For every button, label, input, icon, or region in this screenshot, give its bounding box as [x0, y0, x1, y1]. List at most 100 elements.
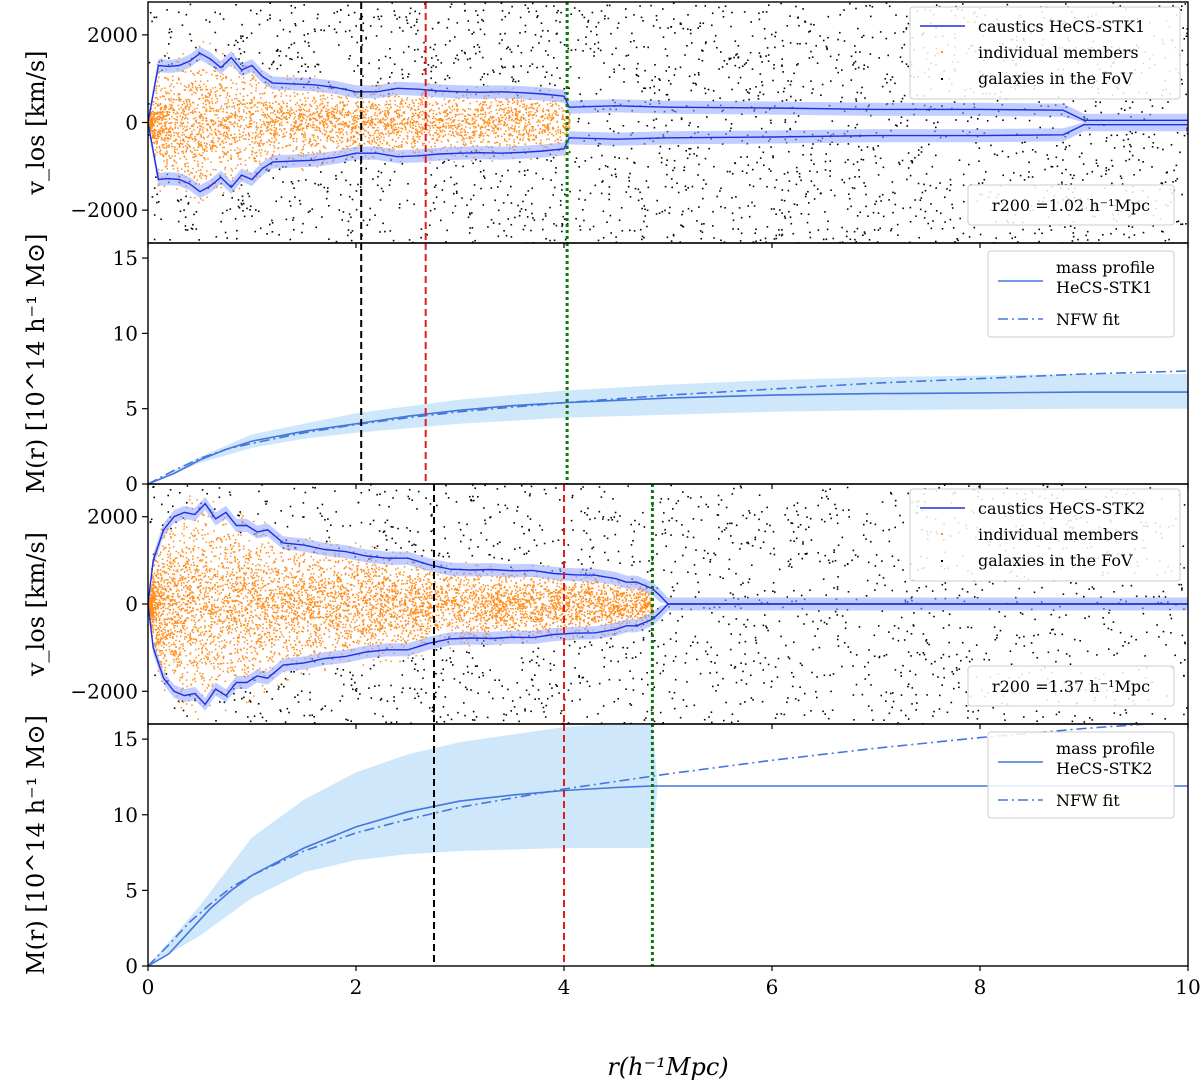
- fov-point: [704, 42, 707, 45]
- member-point: [216, 74, 219, 77]
- member-point: [330, 136, 333, 139]
- member-point: [326, 115, 328, 117]
- fov-point: [1131, 154, 1134, 157]
- fov-point: [712, 99, 715, 102]
- member-point: [226, 133, 228, 135]
- member-point: [391, 118, 393, 120]
- member-point: [182, 108, 185, 110]
- fov-point: [574, 161, 576, 163]
- fov-point: [559, 21, 561, 23]
- member-point: [320, 103, 322, 105]
- member-point: [227, 101, 230, 104]
- member-point: [286, 102, 288, 105]
- member-point: [507, 100, 510, 103]
- fov-point: [189, 33, 191, 35]
- fov-point: [326, 190, 329, 193]
- fov-point: [468, 29, 470, 31]
- fov-point: [472, 241, 474, 243]
- fov-point: [693, 153, 695, 155]
- fov-point: [808, 202, 810, 204]
- fov-point: [1148, 136, 1150, 138]
- fov-point: [335, 175, 337, 177]
- member-point: [183, 118, 186, 120]
- member-point: [555, 111, 558, 114]
- member-point: [230, 87, 232, 89]
- fov-point: [340, 171, 343, 174]
- member-point: [198, 183, 200, 185]
- member-point: [188, 107, 191, 109]
- fov-point: [276, 50, 279, 52]
- fov-point: [382, 222, 384, 225]
- member-point: [478, 136, 481, 139]
- member-point: [480, 125, 483, 127]
- member-point: [159, 190, 161, 192]
- fov-point: [302, 222, 304, 225]
- member-point: [308, 140, 311, 143]
- fov-point: [235, 39, 237, 42]
- member-point: [228, 116, 231, 118]
- member-point: [380, 136, 382, 138]
- fov-point: [353, 70, 355, 72]
- member-point: [490, 104, 492, 107]
- fov-point: [795, 166, 798, 169]
- member-point: [511, 98, 514, 100]
- fov-point: [637, 81, 639, 83]
- member-point: [216, 100, 219, 103]
- member-point: [285, 112, 288, 114]
- fov-point: [713, 40, 716, 43]
- fov-point: [408, 239, 411, 241]
- member-point: [255, 110, 257, 112]
- fov-point: [568, 87, 570, 89]
- member-point: [490, 101, 492, 104]
- member-point: [164, 104, 167, 107]
- member-point: [301, 168, 303, 170]
- member-point: [370, 107, 372, 110]
- fov-point: [841, 179, 843, 181]
- fov-point: [892, 211, 894, 214]
- fov-point: [1184, 3, 1187, 5]
- member-point: [205, 71, 208, 74]
- member-point: [211, 102, 214, 104]
- member-point: [156, 117, 158, 119]
- member-point: [520, 133, 522, 136]
- member-point: [223, 120, 226, 122]
- fov-point: [764, 37, 766, 40]
- member-point: [370, 125, 373, 127]
- member-point: [415, 99, 417, 101]
- fov-point: [301, 231, 303, 234]
- member-point: [486, 129, 488, 131]
- fov-point: [1084, 110, 1087, 112]
- fov-point: [983, 178, 986, 181]
- member-point: [271, 137, 273, 140]
- fov-point: [481, 56, 484, 59]
- member-point: [378, 104, 380, 106]
- fov-point: [811, 56, 814, 58]
- fov-point: [156, 201, 158, 204]
- member-point: [228, 129, 230, 132]
- member-point: [204, 100, 207, 103]
- member-point: [526, 104, 528, 107]
- member-point: [317, 114, 320, 116]
- member-point: [269, 106, 271, 108]
- member-point: [347, 111, 349, 114]
- member-point: [442, 123, 445, 125]
- fov-point: [707, 88, 710, 91]
- member-point: [302, 108, 305, 110]
- fov-point: [271, 231, 274, 233]
- member-point: [169, 126, 172, 128]
- fov-point: [680, 224, 682, 226]
- member-point: [481, 126, 483, 128]
- member-point: [286, 75, 289, 77]
- member-point: [531, 103, 534, 105]
- member-point: [249, 102, 251, 104]
- member-point: [408, 103, 411, 106]
- member-point: [238, 129, 240, 132]
- member-point: [156, 125, 158, 127]
- fov-point: [824, 211, 826, 213]
- fov-point: [1089, 133, 1091, 136]
- member-point: [343, 116, 346, 118]
- member-point: [551, 114, 554, 116]
- fov-point: [531, 187, 533, 190]
- member-point: [473, 140, 476, 142]
- member-point: [197, 143, 200, 145]
